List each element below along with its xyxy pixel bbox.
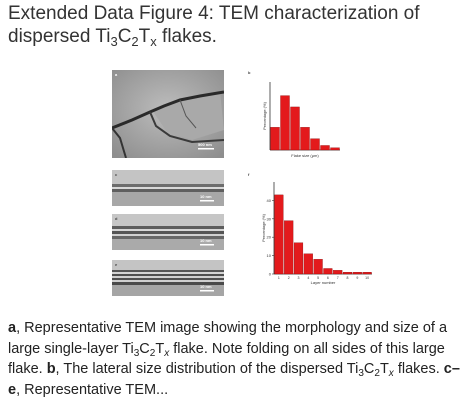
tem-image-a: a 500 nm bbox=[112, 70, 224, 158]
sub-x: x bbox=[150, 34, 157, 49]
caption-char: T bbox=[379, 361, 389, 377]
y-axis-label: Percentage (%) bbox=[261, 213, 266, 241]
bar bbox=[280, 95, 290, 151]
y-tick-label: 40 bbox=[267, 198, 272, 203]
chart-f-svg: 0 10 20 30 40 1 2 3 4 5 6 7 8 9 10 Layer number Percenta… bbox=[261, 182, 372, 285]
caption-text-b2: flakes. bbox=[393, 361, 444, 377]
y-tick-label: 10 bbox=[267, 253, 272, 258]
caption-tag-a: a bbox=[8, 320, 17, 336]
panel-tag-e: e bbox=[115, 262, 118, 267]
x-tick-label: 3 bbox=[298, 276, 300, 280]
bar bbox=[352, 272, 362, 275]
tem-image-e: e 10 nm bbox=[112, 260, 224, 296]
figure-title: Extended Data Figure 4: TEM characteriza… bbox=[8, 2, 458, 48]
tem-image-c: c 10 nm bbox=[112, 170, 224, 206]
x-tick-label: 8 bbox=[347, 276, 349, 280]
panel-tag-f: f bbox=[248, 172, 250, 177]
sub-3: 3 bbox=[110, 34, 118, 49]
caption-sub: 2 bbox=[149, 347, 156, 359]
caption-char: C bbox=[139, 340, 150, 357]
bar bbox=[313, 259, 323, 275]
y-tick-label: 0 bbox=[269, 272, 272, 277]
caption-tag-b: b bbox=[46, 361, 56, 377]
bar bbox=[293, 242, 304, 275]
figure-caption: a, Representative TEM image showing the … bbox=[8, 318, 463, 400]
bar bbox=[303, 253, 313, 275]
caption-tag-ce: c–e bbox=[8, 361, 460, 398]
caption-char: C bbox=[363, 361, 375, 377]
caption-text-ce: , Representative TEM... bbox=[16, 381, 169, 398]
bar bbox=[274, 194, 284, 275]
c-char: C bbox=[117, 26, 132, 47]
panel-tag-b: b bbox=[248, 70, 251, 75]
caption-sub: 3 bbox=[133, 347, 140, 359]
bar bbox=[362, 272, 372, 275]
bar bbox=[320, 145, 330, 151]
bar bbox=[284, 220, 294, 275]
caption-text-a: , Representative TEM image showing the m… bbox=[8, 320, 448, 357]
y-axis-label: Percentage (%) bbox=[262, 101, 267, 129]
panel-tag-d: d bbox=[115, 216, 118, 221]
x-tick-label: 4 bbox=[307, 276, 309, 280]
bar bbox=[330, 147, 340, 151]
scale-bar-d: 10 nm bbox=[200, 238, 212, 243]
caption-sub: 3 bbox=[358, 368, 364, 379]
x-tick-label: 6 bbox=[327, 276, 329, 280]
bar bbox=[323, 268, 333, 275]
scale-bar-a: 500 nm bbox=[198, 142, 212, 147]
title-line2-pre: dispersed Ti bbox=[8, 26, 111, 47]
x-tick-label: 2 bbox=[288, 276, 290, 280]
x-tick-label: 1 bbox=[278, 276, 280, 280]
panel-tag-a: a bbox=[115, 72, 118, 77]
title-line1: Extended Data Figure 4: TEM characteriza… bbox=[8, 3, 420, 24]
x-tick-label: 9 bbox=[356, 276, 358, 280]
x-axis-label: Layer number bbox=[311, 280, 336, 285]
chart-f: 0 10 20 30 40 1 2 3 4 5 6 7 8 9 10 Layer number Percenta… bbox=[258, 176, 378, 288]
x-axis-label: Flake size (μm) bbox=[291, 153, 319, 158]
chart-b: Flake size (μm) Percentage (%) bbox=[258, 78, 348, 160]
bar bbox=[310, 138, 320, 151]
x-tick-label: 10 bbox=[365, 276, 369, 280]
title-line2-post: flakes. bbox=[156, 26, 217, 47]
bar bbox=[270, 127, 280, 151]
scale-bar-e: 10 nm bbox=[200, 284, 212, 289]
panel-tag-c: c bbox=[115, 172, 118, 177]
x-tick-label: 7 bbox=[337, 276, 339, 280]
caption-sub: x bbox=[164, 347, 170, 359]
caption-sub: x bbox=[388, 368, 394, 379]
figure-image: a 500 nm b Flake size (μm) Percentage (%)… bbox=[112, 70, 378, 296]
bar bbox=[290, 106, 300, 151]
bar bbox=[342, 272, 353, 275]
caption-text-b: , The lateral size distribution of the d… bbox=[55, 361, 359, 377]
caption-sub: 2 bbox=[374, 368, 380, 379]
sub-2: 2 bbox=[131, 34, 139, 49]
t-char: T bbox=[138, 26, 151, 47]
bar bbox=[333, 270, 343, 275]
chart-b-svg: Flake size (μm) Percentage (%) bbox=[262, 82, 340, 158]
y-tick-label: 30 bbox=[267, 216, 272, 221]
bar bbox=[300, 127, 310, 151]
tem-image-d: d 10 nm bbox=[112, 214, 224, 250]
scale-bar-c: 10 nm bbox=[200, 194, 212, 199]
x-tick-label: 5 bbox=[317, 276, 319, 280]
y-tick-label: 20 bbox=[267, 235, 272, 240]
caption-text-a2: flake. Note folding on all sides of this… bbox=[8, 340, 445, 378]
caption-char: T bbox=[155, 340, 165, 357]
